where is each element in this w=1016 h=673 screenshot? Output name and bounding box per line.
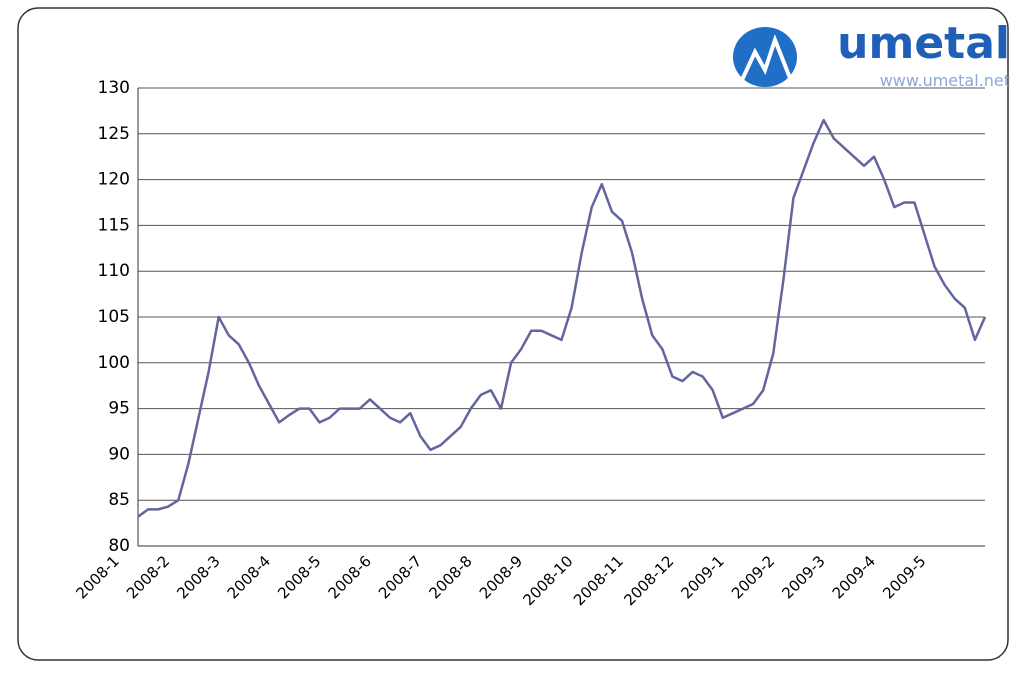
y-tick-label: 125 <box>98 124 130 144</box>
y-tick-label: 130 <box>98 78 130 98</box>
frame <box>17 7 1009 661</box>
y-tick-label: 105 <box>98 307 130 327</box>
y-tick-label: 110 <box>98 261 130 281</box>
y-tick-label: 100 <box>98 353 130 373</box>
logo-url: www.umetal.net <box>880 71 1010 90</box>
logo-name: umetal <box>837 18 1010 69</box>
logo-glyph <box>740 34 792 81</box>
y-tick-label: 95 <box>108 399 130 419</box>
y-tick-label: 90 <box>108 444 130 464</box>
logo: umetal www.umetal.net <box>733 18 1010 90</box>
y-tick-label: 115 <box>98 215 130 235</box>
data-line <box>137 118 987 518</box>
y-tick-label: 80 <box>108 536 130 556</box>
y-tick-label: 120 <box>98 170 130 190</box>
logo-icon <box>733 27 797 87</box>
y-tick-label: 85 <box>108 490 130 510</box>
